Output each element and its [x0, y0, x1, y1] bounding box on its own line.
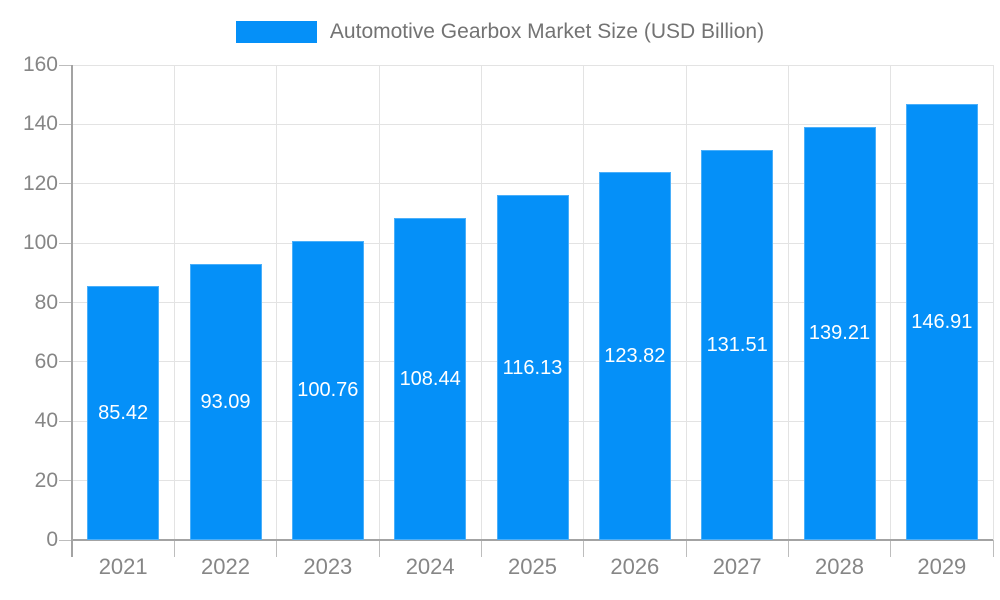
y-tick	[59, 242, 72, 244]
y-axis-tick-label: 80	[34, 290, 58, 314]
y-tick	[59, 183, 72, 185]
bar-2027[interactable]	[701, 149, 774, 540]
x-gridline	[173, 65, 175, 540]
x-tick	[173, 540, 175, 557]
bar-2023[interactable]	[291, 240, 364, 540]
x-tick	[378, 540, 380, 557]
y-axis-tick-label: 40	[34, 409, 58, 433]
bar-value-label: 93.09	[200, 390, 251, 413]
y-axis-tick-label: 100	[22, 231, 58, 255]
y-axis-line	[71, 65, 73, 557]
bar-value-label: 139.21	[808, 322, 871, 345]
bar-value-label: 85.42	[98, 402, 149, 425]
bar-2029[interactable]	[905, 103, 978, 540]
chart-legend[interactable]: Automotive Gearbox Market Size (USD Bill…	[0, 14, 1000, 50]
y-axis-tick-label: 160	[22, 53, 58, 76]
y-tick	[59, 420, 72, 422]
y-tick	[59, 480, 72, 482]
bar-value-label: 146.91	[911, 310, 973, 333]
legend-label: Automotive Gearbox Market Size (USD Bill…	[329, 20, 765, 43]
y-tick	[59, 361, 72, 363]
x-tick	[685, 540, 687, 557]
x-tick	[992, 540, 994, 557]
bar-2021[interactable]	[87, 286, 160, 540]
x-tick	[787, 540, 789, 557]
x-axis-tick-label: 2024	[405, 554, 455, 579]
x-axis-tick-label: 2021	[98, 554, 148, 579]
x-gridline	[890, 65, 892, 540]
bar-2028[interactable]	[803, 126, 876, 540]
x-axis-tick-label: 2022	[201, 554, 250, 579]
x-gridline	[583, 65, 585, 540]
y-gridline	[72, 64, 993, 66]
x-gridline	[276, 65, 278, 540]
x-axis-tick-label: 2025	[508, 554, 557, 579]
y-tick	[59, 302, 72, 303]
bar-value-label: 123.82	[604, 345, 666, 368]
x-tick	[276, 540, 278, 557]
bar-2025[interactable]	[496, 195, 569, 540]
bar-value-label: 116.13	[502, 356, 563, 379]
x-gridline	[787, 65, 789, 540]
bar-2024[interactable]	[394, 218, 467, 540]
x-axis-tick-label: 2029	[917, 554, 967, 579]
y-tick	[59, 539, 72, 541]
y-gridline	[72, 123, 993, 125]
legend-swatch	[235, 21, 317, 43]
bar-2022[interactable]	[189, 263, 262, 540]
x-gridline	[685, 65, 687, 540]
x-tick	[480, 540, 482, 557]
y-axis-tick-label: 60	[34, 349, 58, 373]
y-axis-tick-label: 140	[22, 112, 58, 136]
y-gridline	[72, 183, 993, 185]
x-tick	[890, 540, 892, 557]
bar-2026[interactable]	[598, 172, 671, 540]
x-gridline	[992, 65, 994, 540]
y-tick	[59, 123, 72, 125]
x-gridline	[378, 65, 380, 540]
bar-value-label: 131.51	[706, 333, 768, 356]
x-axis-line	[72, 539, 993, 541]
bar-value-label: 100.76	[297, 379, 359, 402]
x-axis-tick-label: 2023	[303, 554, 353, 579]
y-tick	[59, 64, 72, 66]
bar-value-label: 108.44	[399, 368, 461, 391]
x-axis-tick-label: 2026	[610, 554, 660, 579]
x-axis-tick-label: 2028	[815, 554, 864, 579]
y-axis-tick-label: 120	[22, 171, 58, 195]
y-axis-tick-label: 0	[46, 528, 58, 551]
x-gridline	[480, 65, 482, 540]
x-axis-tick-label: 2027	[712, 554, 762, 579]
x-tick	[583, 540, 585, 557]
y-axis-tick-label: 20	[34, 468, 58, 492]
